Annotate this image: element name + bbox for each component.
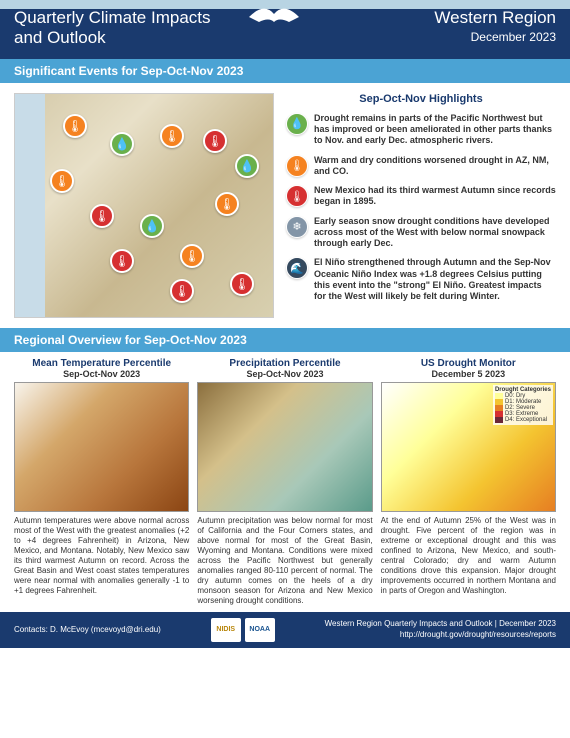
events-section-bar: Significant Events for Sep-Oct-Nov 2023 (0, 59, 570, 83)
drought-legend: Drought CategoriesD0: DryD1: ModerateD2:… (493, 385, 553, 425)
region-name: Western Region (434, 8, 556, 28)
overview-section-bar: Regional Overview for Sep-Oct-Nov 2023 (0, 328, 570, 352)
overview-col-text: At the end of Autumn 25% of the West was… (381, 516, 556, 596)
highlight-icon: 🌡 (286, 185, 308, 207)
map-event-icon: 💧 (140, 214, 164, 238)
overview-col-subtitle: Sep-Oct-Nov 2023 (197, 369, 372, 379)
overview-map (197, 382, 372, 512)
highlight-item: 🌡 New Mexico had its third warmest Autumn… (286, 185, 556, 208)
overview-column: US Drought MonitorDecember 5 2023 Drought… (381, 358, 556, 606)
doc-title-1: Quarterly Climate Impacts (14, 8, 211, 28)
footer: Contacts: D. McEvoy (mcevoyd@dri.edu) NI… (0, 612, 570, 648)
overview-column: Mean Temperature PercentileSep-Oct-Nov 2… (14, 358, 189, 606)
footer-url: http://drought.gov/drought/resources/rep… (325, 630, 556, 640)
map-event-icon: 🌡 (215, 192, 239, 216)
bird-logo (239, 2, 309, 40)
overview-col-subtitle: December 5 2023 (381, 369, 556, 379)
map-event-icon: 💧 (235, 154, 259, 178)
overview-map (14, 382, 189, 512)
doc-date: December 2023 (434, 30, 556, 44)
highlight-icon: ❄ (286, 216, 308, 238)
west-us-map: 🌡💧🌡🌡💧🌡🌡🌡💧🌡🌡🌡🌡 (14, 93, 274, 318)
map-event-icon: 🌡 (110, 249, 134, 273)
highlight-icon: 💧 (286, 113, 308, 135)
footer-title: Western Region Quarterly Impacts and Out… (325, 619, 556, 629)
overview-col-subtitle: Sep-Oct-Nov 2023 (14, 369, 189, 379)
map-event-icon: 🌡 (50, 169, 74, 193)
noaa-logo: NOAA (245, 618, 275, 642)
highlight-icon: 🌡 (286, 155, 308, 177)
events-content: 🌡💧🌡🌡💧🌡🌡🌡💧🌡🌡🌡🌡 Sep-Oct-Nov Highlights 💧Dr… (0, 83, 570, 328)
highlight-icon: 🌊 (286, 257, 308, 279)
highlights-title: Sep-Oct-Nov Highlights (286, 93, 556, 105)
map-event-icon: 🌡 (63, 114, 87, 138)
highlight-text: New Mexico had its third warmest Autumn … (314, 185, 556, 208)
highlight-text: El Niño strengthened through Autumn and … (314, 257, 556, 302)
map-event-icon: 🌡 (203, 129, 227, 153)
map-event-icon: 🌡 (90, 204, 114, 228)
overview-col-title: Precipitation Percentile (197, 358, 372, 369)
doc-title-2: and Outlook (14, 28, 211, 48)
map-event-icon: 🌡 (160, 124, 184, 148)
overview-column: Precipitation PercentileSep-Oct-Nov 2023… (197, 358, 372, 606)
nidis-logo: NIDIS (211, 618, 241, 642)
footer-contact: Contacts: D. McEvoy (mcevoyd@dri.edu) (14, 625, 161, 634)
highlight-text: Drought remains in parts of the Pacific … (314, 113, 556, 147)
overview-row: Mean Temperature PercentileSep-Oct-Nov 2… (0, 352, 570, 612)
overview-col-text: Autumn temperatures were above normal ac… (14, 516, 189, 596)
map-event-icon: 💧 (110, 132, 134, 156)
map-event-icon: 🌡 (170, 279, 194, 303)
highlight-item: ❄ Early season snow drought conditions ha… (286, 216, 556, 250)
overview-col-title: US Drought Monitor (381, 358, 556, 369)
highlight-item: 💧 Drought remains in parts of the Pacific… (286, 113, 556, 147)
overview-col-text: Autumn precipitation was below normal fo… (197, 516, 372, 606)
header: Quarterly Climate Impacts and Outlook We… (0, 0, 570, 59)
highlight-item: 🌊 El Niño strengthened through Autumn and… (286, 257, 556, 302)
highlight-text: Early season snow drought conditions hav… (314, 216, 556, 250)
map-event-icon: 🌡 (230, 272, 254, 296)
highlight-text: Warm and dry conditions worsened drought… (314, 155, 556, 178)
overview-map: Drought CategoriesD0: DryD1: ModerateD2:… (381, 382, 556, 512)
map-event-icon: 🌡 (180, 244, 204, 268)
footer-logos: NIDISNOAA (211, 618, 275, 642)
highlight-item: 🌡 Warm and dry conditions worsened drough… (286, 155, 556, 178)
highlights-panel: Sep-Oct-Nov Highlights 💧 Drought remains … (286, 93, 556, 318)
overview-col-title: Mean Temperature Percentile (14, 358, 189, 369)
